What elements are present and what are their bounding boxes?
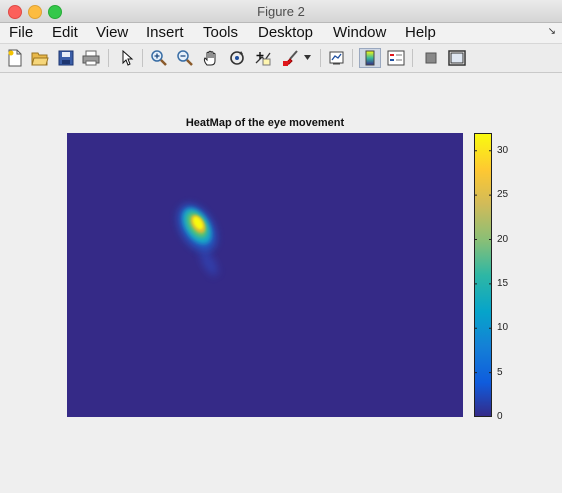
hide-plot-tools-icon bbox=[425, 52, 437, 64]
zoom-window-button[interactable] bbox=[48, 5, 62, 19]
insert-colorbar-icon bbox=[365, 50, 375, 66]
menu-edit[interactable]: Edit bbox=[52, 24, 78, 41]
window-title: Figure 2 bbox=[257, 4, 305, 19]
heatmap-plot[interactable] bbox=[67, 133, 463, 417]
colorbar-tick-label: 5 bbox=[497, 366, 503, 378]
menu-file[interactable]: File bbox=[9, 24, 34, 41]
menu-window[interactable]: Window bbox=[333, 24, 387, 41]
zoom-in-button[interactable] bbox=[148, 48, 170, 68]
colorbar-tick-label: 0 bbox=[497, 411, 503, 422]
open-file-button[interactable] bbox=[29, 48, 51, 68]
rotate-3d-icon bbox=[230, 51, 244, 65]
zoom-out-button[interactable] bbox=[174, 48, 196, 68]
show-plot-tools-icon bbox=[448, 50, 466, 66]
colorbar-tick-label: 10 bbox=[497, 322, 509, 334]
figure-toolbar bbox=[0, 44, 562, 73]
colorbar[interactable] bbox=[474, 133, 492, 417]
print-icon bbox=[82, 50, 100, 66]
colorbar-tick-label: 25 bbox=[497, 189, 509, 201]
zoom-in-icon bbox=[151, 50, 167, 66]
hide-plot-tools-button[interactable] bbox=[420, 48, 442, 68]
print-button[interactable] bbox=[80, 48, 102, 68]
insert-colorbar-button[interactable] bbox=[359, 48, 381, 68]
dock-figure-icon[interactable]: ↘ bbox=[547, 26, 556, 37]
brush-menu-button[interactable] bbox=[301, 48, 315, 68]
heatmap-background bbox=[67, 133, 463, 417]
show-plot-tools-button[interactable] bbox=[446, 48, 468, 68]
menu-help[interactable]: Help bbox=[405, 24, 436, 41]
menu-tools[interactable]: Tools bbox=[203, 24, 239, 41]
colorbar-tick-label: 30 bbox=[497, 144, 509, 156]
new-figure-button[interactable] bbox=[4, 48, 26, 68]
save-button[interactable] bbox=[55, 48, 77, 68]
title-bar[interactable]: Figure 2 bbox=[0, 0, 562, 23]
data-cursor-button[interactable] bbox=[252, 48, 274, 68]
pan-button[interactable] bbox=[200, 48, 222, 68]
menu-view[interactable]: View bbox=[96, 24, 129, 41]
plot-title: HeatMap of the eye movement bbox=[185, 117, 345, 129]
brush-menu-arrow-icon bbox=[304, 55, 311, 60]
pan-hand-icon bbox=[203, 50, 216, 66]
colorbar-tick-label: 15 bbox=[497, 277, 509, 289]
colorbar-tick-label: 20 bbox=[497, 233, 509, 245]
insert-legend-button[interactable] bbox=[385, 48, 407, 68]
close-window-button[interactable] bbox=[8, 5, 22, 19]
rotate-3d-button[interactable] bbox=[226, 48, 248, 68]
brush-button[interactable] bbox=[280, 48, 302, 68]
minimize-window-button[interactable] bbox=[28, 5, 42, 19]
link-plot-icon bbox=[329, 51, 344, 65]
insert-legend-icon bbox=[387, 50, 405, 66]
data-cursor-icon bbox=[255, 52, 271, 66]
menu-desktop[interactable]: Desktop bbox=[258, 24, 314, 41]
gaze-hotspot bbox=[177, 204, 218, 276]
open-file-icon bbox=[31, 52, 49, 66]
edit-plot-arrow-icon bbox=[122, 50, 134, 66]
menu-insert[interactable]: Insert bbox=[146, 24, 184, 41]
new-figure-icon bbox=[8, 49, 22, 67]
zoom-out-icon bbox=[177, 50, 193, 66]
brush-icon bbox=[283, 50, 298, 66]
link-plot-button[interactable] bbox=[326, 48, 348, 68]
edit-plot-button[interactable] bbox=[116, 48, 138, 68]
menu-bar: File Edit View Insert Tools Desktop Wind… bbox=[0, 23, 562, 44]
save-icon bbox=[58, 50, 74, 66]
